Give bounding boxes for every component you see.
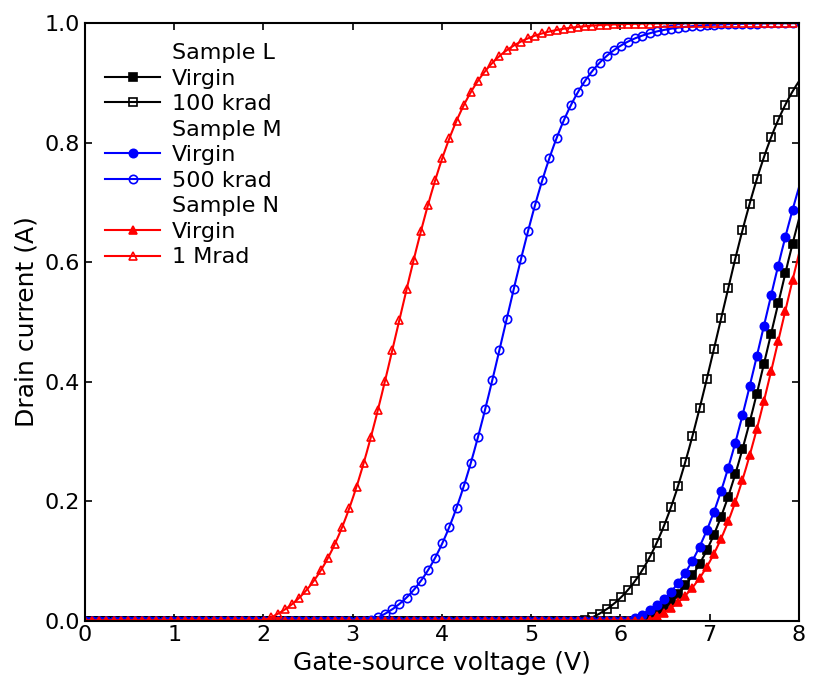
Y-axis label: Drain current (A): Drain current (A): [15, 217, 39, 427]
Legend: Sample L, Virgin, 100 krad, Sample M, Virgin, 500 krad, Sample N, Virgin, 1 Mrad: Sample L, Virgin, 100 krad, Sample M, Vi…: [96, 34, 290, 276]
X-axis label: Gate-source voltage (V): Gate-source voltage (V): [293, 651, 591, 675]
